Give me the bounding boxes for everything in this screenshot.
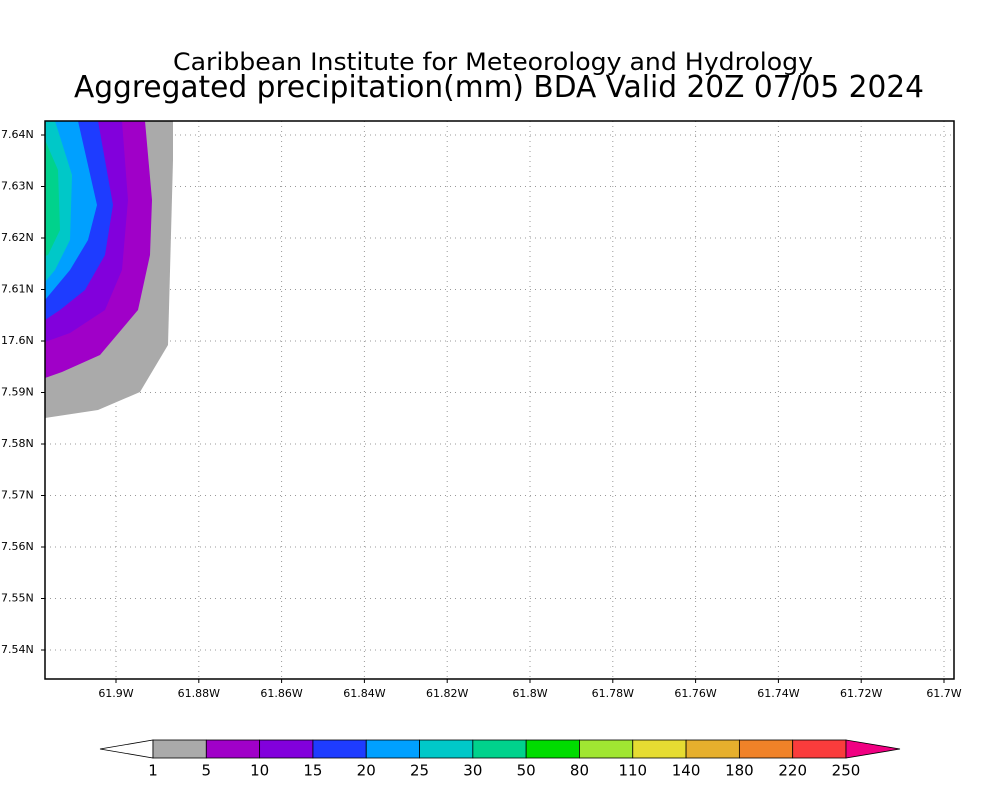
colorbar-label: 15 (303, 762, 322, 780)
colorbar-label: 20 (357, 762, 376, 780)
y-tick-label: 7.59N (1, 386, 34, 399)
grid (45, 121, 954, 679)
x-tick-label: 61.88W (178, 687, 220, 700)
x-tick-label: 61.78W (592, 687, 634, 700)
colorbar-box (205, 739, 261, 759)
colorbar-label: 30 (463, 762, 482, 780)
y-tick-label: 17.6N (1, 334, 34, 347)
colorbar-box (738, 739, 794, 759)
y-tick-label: 7.63N (1, 180, 34, 193)
x-tick-label: 61.82W (426, 687, 468, 700)
subtitle: Aggregated precipitation(mm) BDA Valid 2… (74, 70, 924, 105)
y-tick-label: 7.64N (1, 128, 34, 141)
colorbar-label: 80 (570, 762, 589, 780)
colorbar-label: 1 (148, 762, 158, 780)
y-tick-label: 7.54N (1, 643, 34, 656)
y-tick-label: 7.58N (1, 437, 34, 450)
colorbar-label: 180 (725, 762, 754, 780)
x-tick-label: 61.76W (674, 687, 716, 700)
x-tick-label: 61.8W (512, 687, 547, 700)
y-tick-label: 7.61N (1, 283, 34, 296)
colorbar-label: 10 (250, 762, 269, 780)
colorbar-box (365, 739, 420, 759)
colorbar-label: 220 (778, 762, 807, 780)
colorbar-box (632, 739, 687, 759)
x-tick-label: 61.84W (343, 687, 385, 700)
colorbar-box (792, 739, 847, 759)
colorbar: 1 5 10 15 20 25 30 50 80 110 140 180 220 250 (99, 739, 901, 780)
colorbar-box (579, 739, 634, 759)
colorbar-box (312, 739, 367, 759)
x-tick-label: 61.86W (260, 687, 302, 700)
x-tick-label: 61.72W (840, 687, 882, 700)
colorbar-label: 140 (672, 762, 701, 780)
x-tick-label: 61.7W (926, 687, 961, 700)
colorbar-label: 110 (618, 762, 647, 780)
colorbar-box (685, 739, 740, 759)
x-tick-label: 61.74W (757, 687, 799, 700)
colorbar-label: 5 (202, 762, 212, 780)
contour (45, 140, 60, 256)
precipitation-contours (45, 121, 173, 418)
y-tick-label: 7.62N (1, 231, 34, 244)
colorbar-label: 50 (517, 762, 536, 780)
colorbar-upper-arrow (845, 739, 901, 759)
plot-frame (44, 120, 955, 680)
colorbar-box (419, 739, 474, 759)
colorbar-label: 25 (410, 762, 429, 780)
colorbar-label: 250 (832, 762, 861, 780)
colorbar-box (152, 739, 207, 759)
y-tick-label: 7.57N (1, 489, 34, 502)
title: Caribbean Institute for Meteorology and … (173, 48, 813, 76)
colorbar-box (525, 739, 580, 759)
colorbar-box (472, 739, 527, 759)
x-tick-label: 61.9W (98, 687, 133, 700)
y-tick-label: 7.55N (1, 592, 34, 605)
y-tick-label: 7.56N (1, 540, 34, 553)
colorbar-box (259, 739, 314, 759)
